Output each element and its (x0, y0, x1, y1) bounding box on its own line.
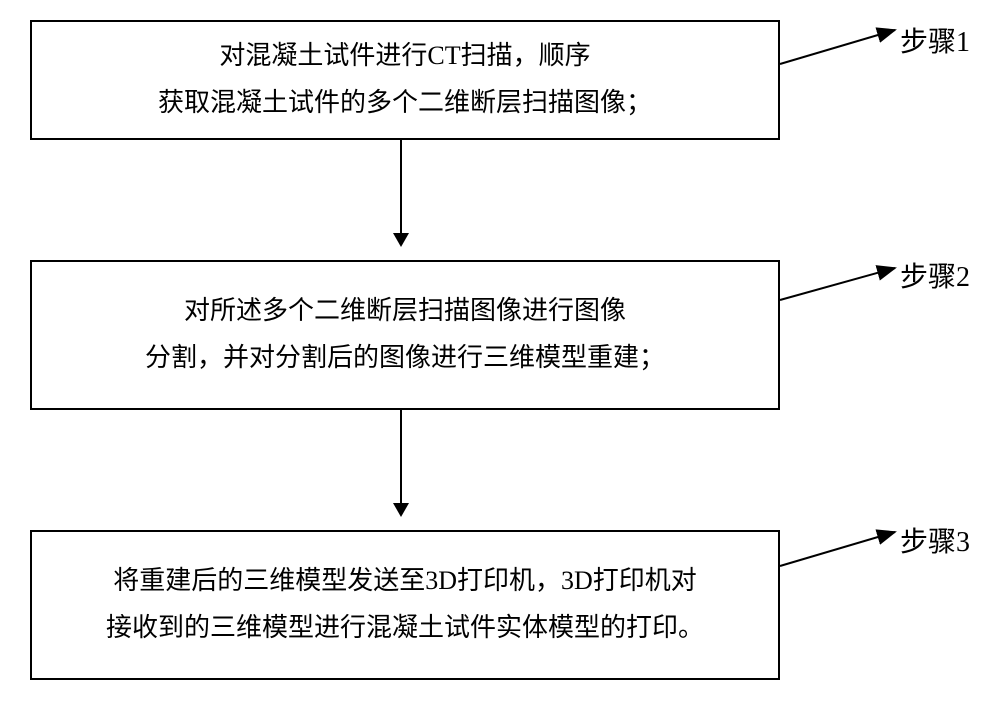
box-2-line-1: 对所述多个二维断层扫描图像进行图像 (184, 288, 626, 335)
box-1-line-1: 对混凝土试件进行CT扫描，顺序 (219, 33, 590, 80)
vertical-arrow-1 (400, 140, 402, 245)
box-2-line-2: 分割，并对分割后的图像进行三维模型重建； (145, 335, 665, 382)
step-label-3: 步骤3 (900, 520, 970, 560)
step-label-2: 步骤2 (900, 255, 970, 295)
step-label-1: 步骤1 (900, 20, 970, 60)
box-3-line-2: 接收到的三维模型进行混凝土试件实体模型的打印。 (106, 605, 704, 652)
flowchart-box-2: 对所述多个二维断层扫描图像进行图像 分割，并对分割后的图像进行三维模型重建； (30, 260, 780, 410)
flowchart-box-3: 将重建后的三维模型发送至3D打印机，3D打印机对 接收到的三维模型进行混凝土试件… (30, 530, 780, 680)
box-1-line-2: 获取混凝土试件的多个二维断层扫描图像； (158, 80, 652, 127)
flowchart-box-1: 对混凝土试件进行CT扫描，顺序 获取混凝土试件的多个二维断层扫描图像； (30, 20, 780, 140)
vertical-arrow-2 (400, 410, 402, 515)
box-3-line-1: 将重建后的三维模型发送至3D打印机，3D打印机对 (113, 558, 697, 605)
